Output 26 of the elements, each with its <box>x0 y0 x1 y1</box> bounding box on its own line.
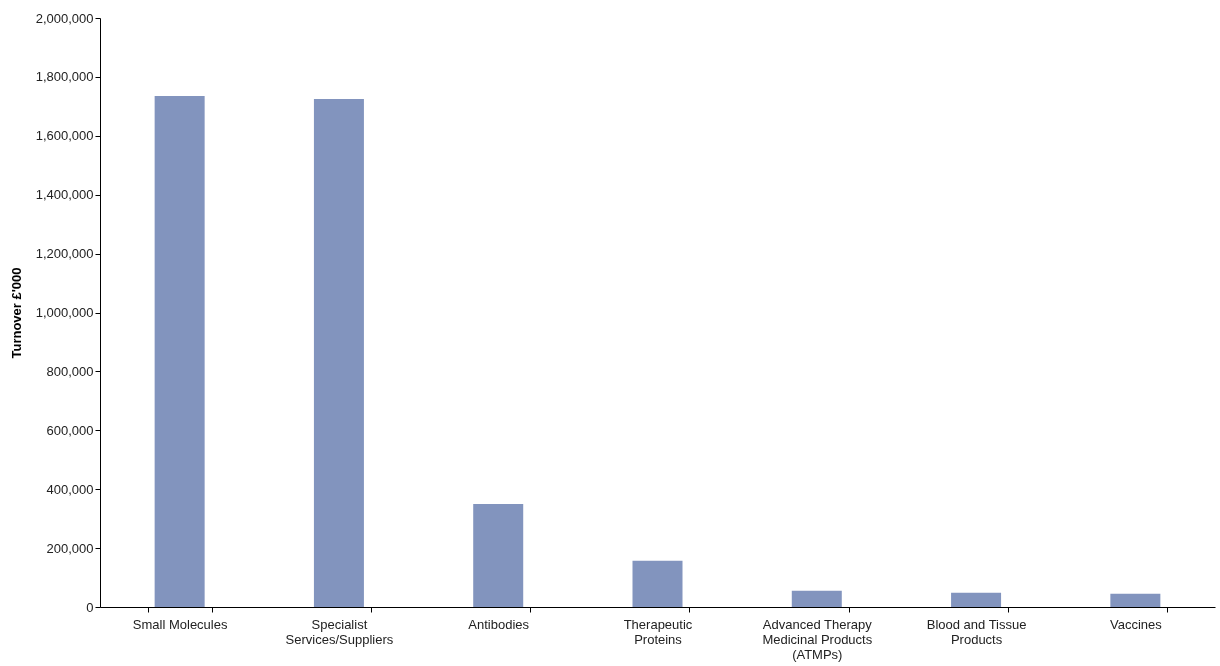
y-tick-label: 600,000 <box>46 422 94 438</box>
x-tick-label: Advanced Therapy Medicinal Products (ATMPs) <box>762 616 873 662</box>
y-tick-label: 2,000,000 <box>35 10 94 26</box>
y-tick-label: 1,000,000 <box>35 305 94 320</box>
y-tick-label: 1,400,000 <box>35 187 94 203</box>
y-axis-title: Turnover £'000 <box>8 267 24 359</box>
y-tick-label: 1,600,000 <box>35 128 94 144</box>
x-tick-label: Therapeutic Proteins <box>623 616 693 647</box>
bar <box>951 592 1002 607</box>
x-tick-label: Specialist Services/Suppliers <box>285 616 394 647</box>
bar <box>154 96 205 607</box>
x-tick-label: Antibodies <box>468 616 530 632</box>
y-tick-label: 0 <box>86 599 94 615</box>
bar <box>791 590 842 607</box>
y-tick-label: 800,000 <box>46 363 94 379</box>
bar <box>1110 593 1161 607</box>
x-tick-label: Blood and Tissue Products <box>926 616 1027 647</box>
bar <box>473 503 524 607</box>
y-tick-label: 1,200,000 <box>35 246 94 262</box>
y-tick-label: 1,800,000 <box>35 69 94 85</box>
x-tick-label: Vaccines <box>1109 616 1163 632</box>
bar <box>313 98 364 607</box>
y-tick-label: 400,000 <box>46 481 94 497</box>
x-tick-label: Small Molecules <box>132 616 228 632</box>
bar <box>632 560 683 607</box>
y-tick-label: 200,000 <box>46 540 94 556</box>
